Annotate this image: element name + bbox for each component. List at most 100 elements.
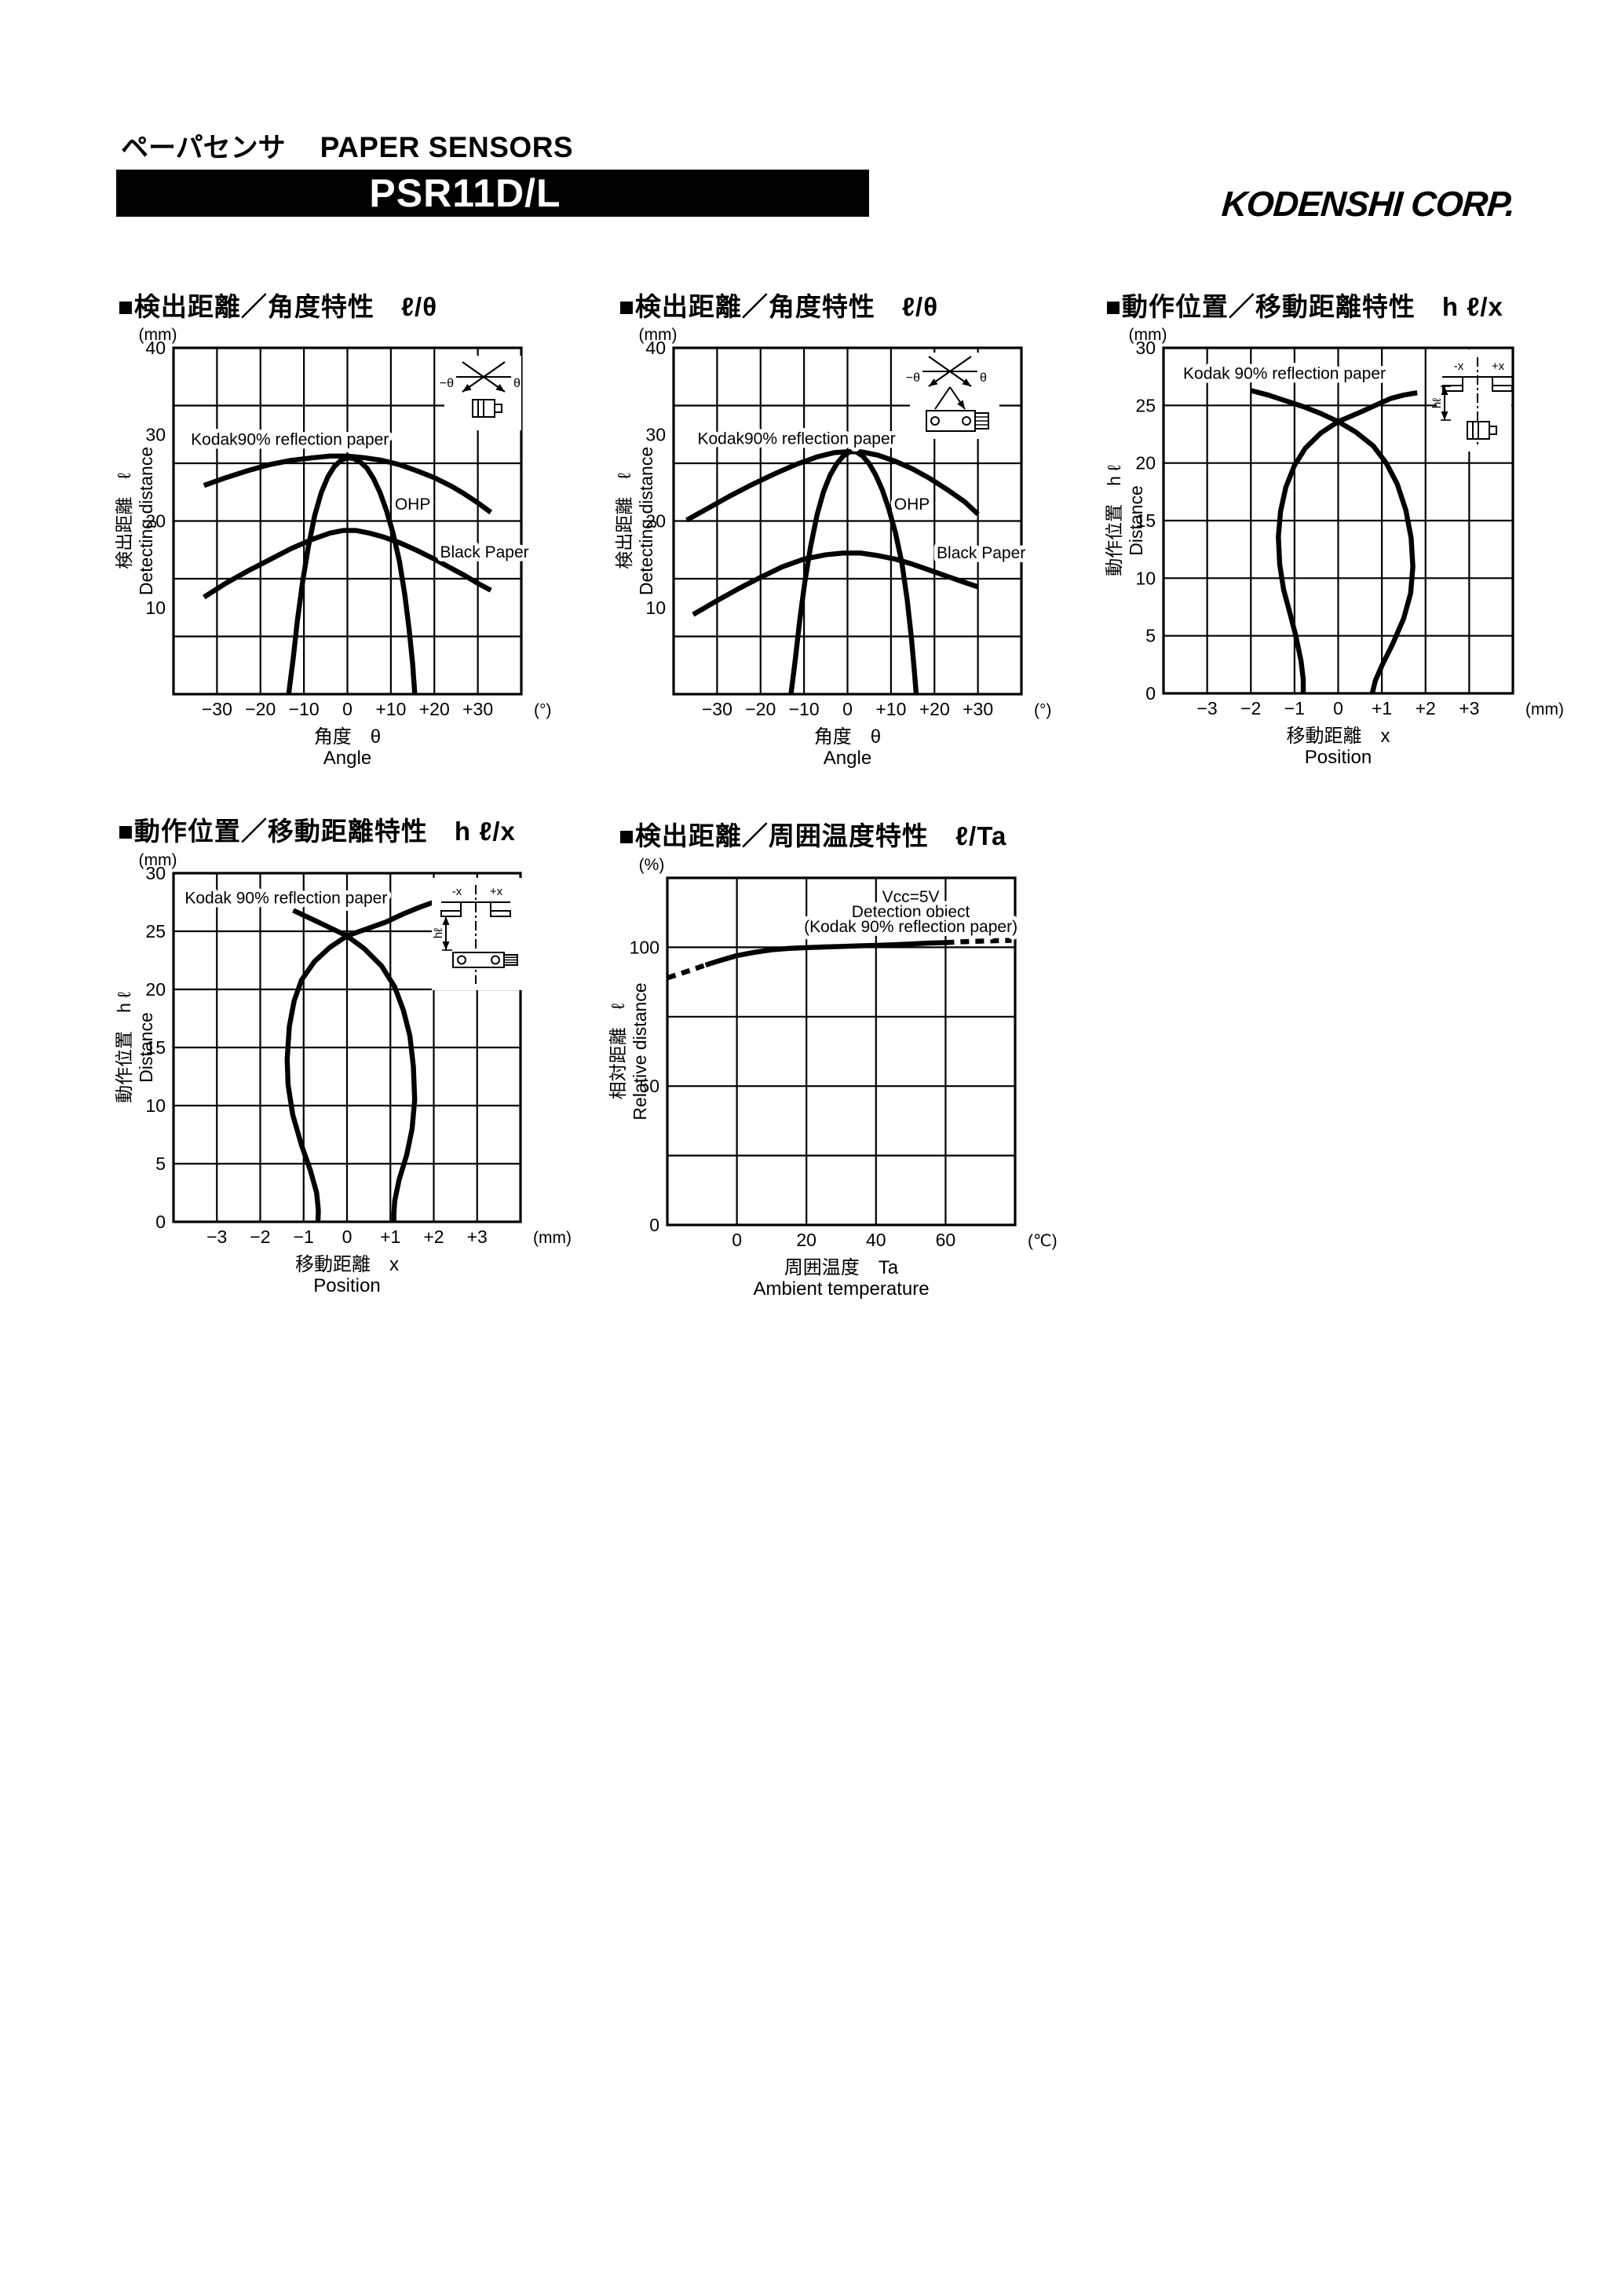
x-axis-label-en: Ambient temperature: [753, 1278, 929, 1300]
x-tick-label: 40: [866, 1230, 886, 1250]
x-tick-label: −2: [250, 1227, 270, 1247]
y-tick-label: 30: [145, 424, 166, 444]
x-tick-label: +10: [875, 699, 906, 719]
x-tick-label: −1: [1284, 698, 1305, 718]
x-tick-label: +2: [1416, 698, 1436, 718]
arrowhead: [957, 400, 965, 409]
y-unit-label: (%): [639, 856, 665, 874]
chart-operate-position-1: ■動作位置／移動距離特性 h ℓ/x (mm) 30 25 20 15 10 5 0 −3 −2−…: [1081, 286, 1591, 820]
x-unit-label: (℃): [1028, 1232, 1058, 1250]
x-tick-label: −3: [206, 1227, 227, 1247]
curve-label: Black Paper: [440, 543, 528, 561]
series-relative-distance-measured: [704, 940, 946, 968]
series-ohp: [286, 455, 418, 695]
series-ohp: [788, 449, 919, 695]
y-tick-label: 0: [155, 1212, 166, 1232]
plot-border: [666, 876, 1017, 1227]
x-tick-label: +2: [423, 1227, 444, 1247]
x-tick-label: +30: [462, 699, 493, 719]
y-unit-label: (mm): [139, 851, 177, 869]
x-tick-label: 0: [342, 1227, 353, 1247]
x-tick-label: +3: [1459, 698, 1479, 718]
y-axis-label-jp: 検出距離 ℓ: [614, 473, 634, 569]
plot-border: [172, 346, 523, 696]
grid: [174, 348, 521, 694]
chart-detect-distance-angle-1: ■検出距離／角度特性 ℓ/θ (mm) 40 30 20 10 −30 −20 −10 0 +10…: [91, 286, 601, 820]
y-tick-label: 100: [630, 937, 659, 957]
product-family-en: PAPER SENSORS: [320, 131, 574, 163]
paper-flag-icon: [1442, 385, 1463, 392]
y-tick-label: 30: [645, 424, 666, 444]
y-unit-label: (mm): [139, 326, 177, 344]
x-tick-label: 20: [796, 1230, 816, 1250]
curve-label: Kodak90% reflection paper: [697, 430, 895, 448]
arrowhead: [442, 941, 450, 950]
product-family-heading: ペーパセンサ PAPER SENSORS: [121, 126, 573, 166]
y-unit-label: (mm): [1129, 326, 1167, 344]
x-tick-label: −20: [745, 699, 776, 719]
y-tick-label: 0: [649, 1215, 659, 1235]
chart-canvas-angle-1: (mm)40 30 20 10 −30 −20 −10 0 +10 +20 +30 (°) 検出距離 ℓ…: [114, 326, 551, 769]
mounting-hole-icon: [930, 416, 940, 426]
y-tick-label: 50: [639, 1076, 659, 1096]
arrowhead: [495, 384, 505, 392]
x-tick-label: +20: [419, 699, 450, 719]
x-tick-label: −20: [245, 699, 276, 719]
y-axis-label-en: Relative distance: [630, 982, 650, 1120]
position-endview-icon: -x +x hℓ: [1430, 349, 1513, 452]
icon-label-neg-theta: −θ: [440, 377, 454, 390]
y-tick-label: 25: [1135, 395, 1156, 415]
icon-label-neg-x: -x: [1454, 360, 1464, 373]
angle-sideview-icon: −θ θ: [906, 353, 999, 439]
icon-label-neg-theta: −θ: [906, 371, 920, 385]
chart-detect-distance-angle-D: (mm)40 30 20 10 −30 −20 −10 0 +10 +20 +30 (°) 検出距離 ℓ…: [114, 326, 551, 769]
y-tick-label: 40: [145, 338, 166, 358]
x-tick-label: +30: [963, 699, 993, 719]
y-unit-label: (mm): [639, 326, 678, 344]
x-axis-label-en: Position: [313, 1275, 380, 1296]
part-number: PSR11D/L: [369, 171, 561, 215]
y-tick-label: 20: [645, 511, 666, 532]
icon-label-theta: θ: [980, 371, 987, 385]
y-tick-label: 5: [155, 1153, 166, 1174]
arrowhead: [1441, 386, 1448, 395]
company-logo: KODENSHI CORP.: [1220, 184, 1516, 224]
curve-label: Kodak90% reflection paper: [191, 430, 389, 448]
chart-detect-distance-angle-2: ■検出距離／角度特性 ℓ/θ (mm) 40 30 20 10 −30 −20 −10 0 +10…: [591, 286, 1101, 820]
y-tick-label: 5: [1145, 626, 1156, 646]
y-tick-label: 10: [145, 598, 166, 618]
y-axis-label-en: Detecting distance: [136, 447, 156, 595]
arrowhead: [442, 916, 450, 925]
y-tick-label: 10: [645, 598, 666, 618]
chart-operate-position-2: ■動作位置／移動距離特性 h ℓ/x (mm) 30 25 20 15 10 5 0 −3 −2−…: [91, 810, 601, 1344]
plot-border: [172, 872, 522, 1223]
x-tick-label: 0: [732, 1230, 742, 1250]
x-unit-label: (°): [534, 701, 551, 719]
y-axis-label-jp: 検出距離 ℓ: [114, 473, 134, 569]
series-operating-boundary-right-top: [1276, 390, 1418, 693]
curve-label: Kodak 90% reflection paper: [1183, 365, 1386, 383]
sensor-tab: [1489, 426, 1497, 435]
y-axis-label-jp: 動作位置 h ℓ: [1104, 465, 1124, 576]
x-tick-label: −1: [294, 1227, 314, 1247]
x-tick-label: −10: [789, 699, 820, 719]
x-tick-label: 0: [842, 699, 853, 719]
curve-label: OHP: [894, 495, 930, 514]
series-relative-distance-extrapolated-high: [945, 938, 1012, 945]
x-unit-label: (mm): [533, 1229, 572, 1247]
paper-flag-icon: [490, 910, 511, 917]
chart-detect-distance-temperature: (%) 100 50 0 0 20 40 60 (℃) 相対距離 ℓ Relative distan…: [608, 856, 1058, 1300]
x-unit-label: (mm): [1525, 700, 1564, 718]
y-tick-label: 15: [145, 1037, 166, 1058]
curve-label: (Kodak 90% reflection paper): [804, 918, 1017, 936]
mounting-hole-icon: [962, 416, 971, 426]
series-black-paper: [203, 528, 492, 600]
paper-flag-icon: [440, 910, 462, 917]
arrowhead: [1441, 411, 1448, 420]
series-operating-boundary-left-top: [292, 908, 418, 1222]
curve-label: Kodak 90% reflection paper: [184, 889, 387, 907]
icon-label-neg-x: -x: [452, 885, 462, 898]
x-unit-label: (°): [1034, 701, 1051, 719]
beam-line: [934, 386, 951, 410]
